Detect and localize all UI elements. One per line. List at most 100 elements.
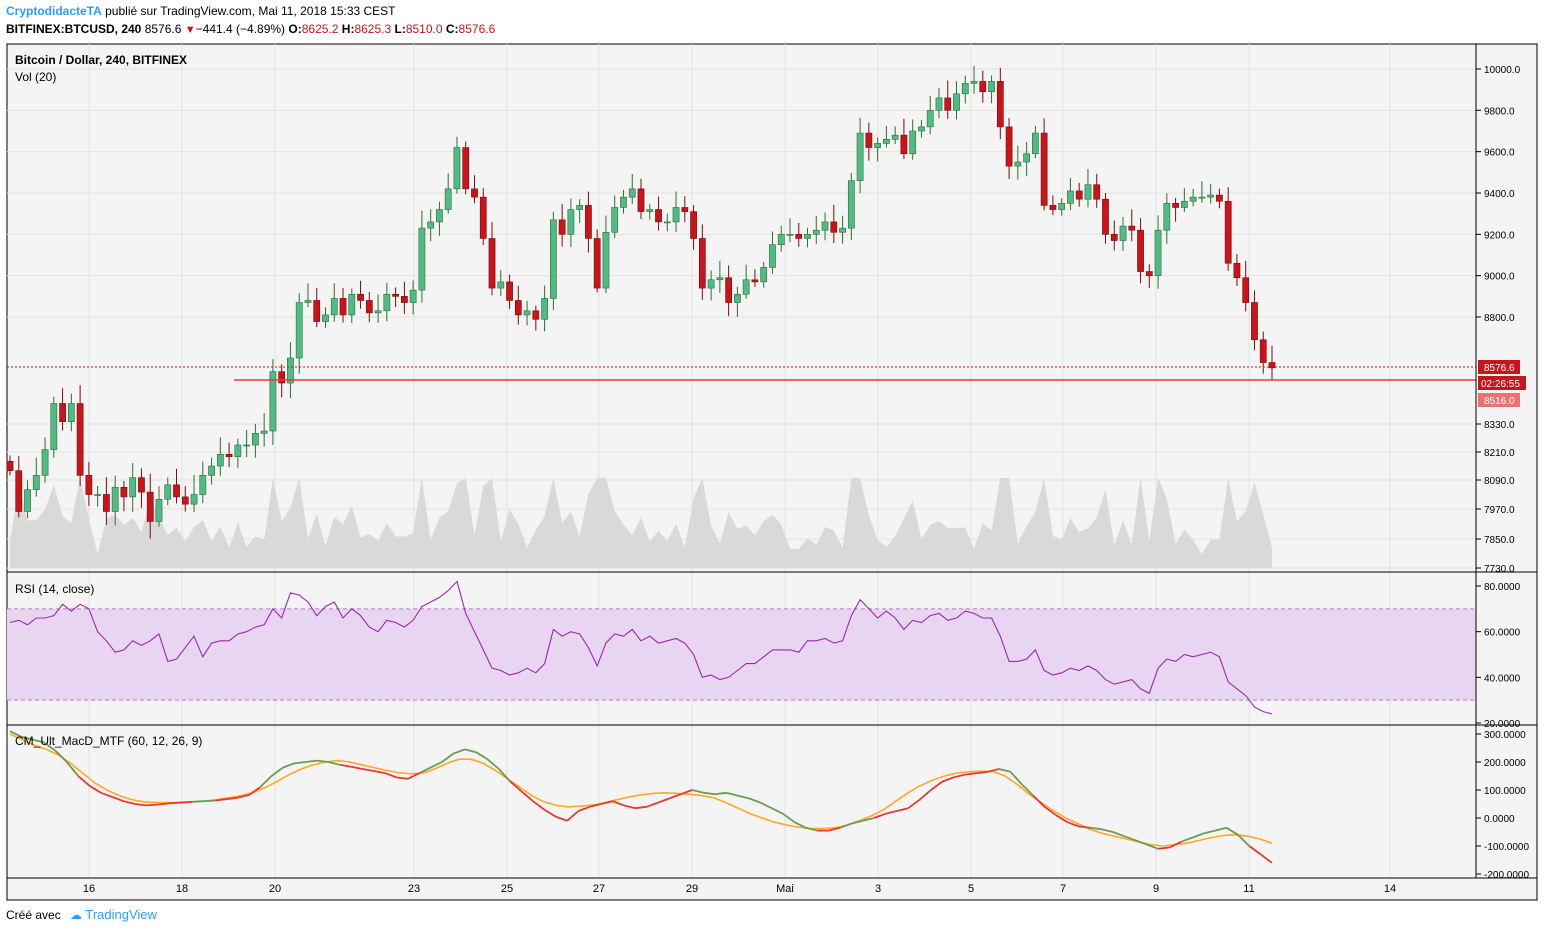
macd-line-segment [21,735,33,741]
candle-body [138,477,145,493]
candle-body [278,371,286,384]
macd-line-segment [32,738,45,744]
candle-body [628,188,636,198]
tradingview-link[interactable]: TradingView [85,907,157,922]
macd-line-segment [1123,835,1136,842]
macd-line-segment [566,810,580,822]
candle-body [155,499,163,522]
price-axis[interactable]: 10000.0 9800.0 9600.0 9400.0 9200.0 9000.0 880… [1476,65,1529,881]
candle-body [698,238,706,289]
candle-body [786,234,794,236]
macd-line-segment [146,803,158,807]
time-axis[interactable]: 16 18 20 23 25 27 29 Mai 3 5 7 9 11 14 [83,883,1396,895]
candle-body [287,357,294,384]
candle-body [602,231,610,289]
candle-body [1145,271,1153,276]
candle-body [1058,203,1066,210]
candle-body [181,496,189,505]
candle-body [576,205,584,210]
candle-body [24,489,31,512]
vertical-grid [88,44,1391,878]
author-link[interactable]: CryptodidacteTA [6,4,102,18]
candle-body [1207,194,1215,198]
candle-body [1233,262,1241,279]
candle-body [891,134,899,140]
macd-line-segment [1158,846,1170,850]
macd-title[interactable]: CM_Ult_MacD_MTF (60, 12, 26, 9) [15,734,203,748]
published-text: publié sur TradingView.com, Mai 11, 2018… [101,4,396,18]
candle-body [567,209,575,235]
candle-body [243,444,250,447]
time-tick-label: 20 [269,883,281,895]
macd-line-segment [498,768,511,783]
macd-line-segment [635,805,647,810]
candle-body [672,207,680,223]
candle-body [111,486,119,512]
macd-line-segment [1248,845,1262,856]
candle-body [225,454,233,457]
macd-line-segment [373,770,386,775]
price-tick-label: 7970.0 [1484,505,1515,516]
macd-line-segment [475,751,488,760]
time-tick-label: 23 [408,883,420,895]
candle-body [865,132,873,148]
time-tick-label: 5 [968,883,974,895]
macd-line-segment [771,807,784,815]
candle-body [418,227,426,291]
macd-line-segment [976,770,988,775]
candle-body [164,484,172,500]
candle-body [199,475,207,495]
macd-line-segment [714,791,727,796]
candle-body [322,314,329,322]
main-pane-title[interactable]: Bitcoin / Dollar, 240, BITFINEX [15,53,188,67]
candle-body [1137,229,1144,272]
macd-line-segment [203,799,215,803]
candle-body [67,403,75,423]
candle-body [365,300,373,314]
time-tick-label: 11 [1243,883,1254,895]
candle-body [909,130,917,155]
macd-line-segment [1260,853,1273,864]
macd-tick-label: 200.0000 [1484,758,1526,769]
candle-body [1110,234,1118,241]
time-tick-label: Mai [776,883,794,895]
macd-line-segment [851,819,863,825]
macd-line-segment [486,758,500,770]
macd-line-segment [225,796,238,801]
volume-label[interactable]: Vol (20) [15,70,57,84]
last-price: 8576.6 [144,22,182,36]
candle-body [541,298,548,320]
price-tick-label: 9000.0 [1484,272,1515,283]
candle-body [681,207,689,212]
price-tick-label: 7730.0 [1484,564,1515,575]
candle-body [1075,190,1083,200]
candle-body [900,134,908,155]
candle-body [1154,229,1162,276]
candle-body [725,277,733,303]
time-tick-label: 16 [83,883,95,895]
candle-body [129,477,137,498]
publish-info: CryptodidacteTA publié sur TradingView.c… [6,4,396,18]
macd-line-segment [1192,832,1205,839]
low-value: 8510.0 [405,22,443,36]
macd-line-segment [384,772,397,779]
rsi-tick-label: 60.0000 [1484,628,1521,639]
close-value: 8576.6 [458,22,496,36]
candle-body [1172,203,1179,208]
macd-line-segment [1044,806,1057,816]
candlestick-series [6,65,1276,539]
macd-line-segment [828,826,841,832]
macd-line-segment [407,772,420,780]
macd-line-segment [1067,821,1080,828]
macd-line-segment [191,800,204,803]
macd-line-segment [350,765,363,770]
price-tick-label: 9200.0 [1484,230,1515,241]
open-value: 8625.2 [301,22,339,36]
time-tick-label: 7 [1060,883,1066,895]
macd-line-segment [998,768,1011,773]
candle-body [1128,225,1136,231]
macd-line-segment [1101,828,1114,833]
macd-line-segment [441,752,454,763]
rsi-title[interactable]: RSI (14, close) [15,582,95,596]
